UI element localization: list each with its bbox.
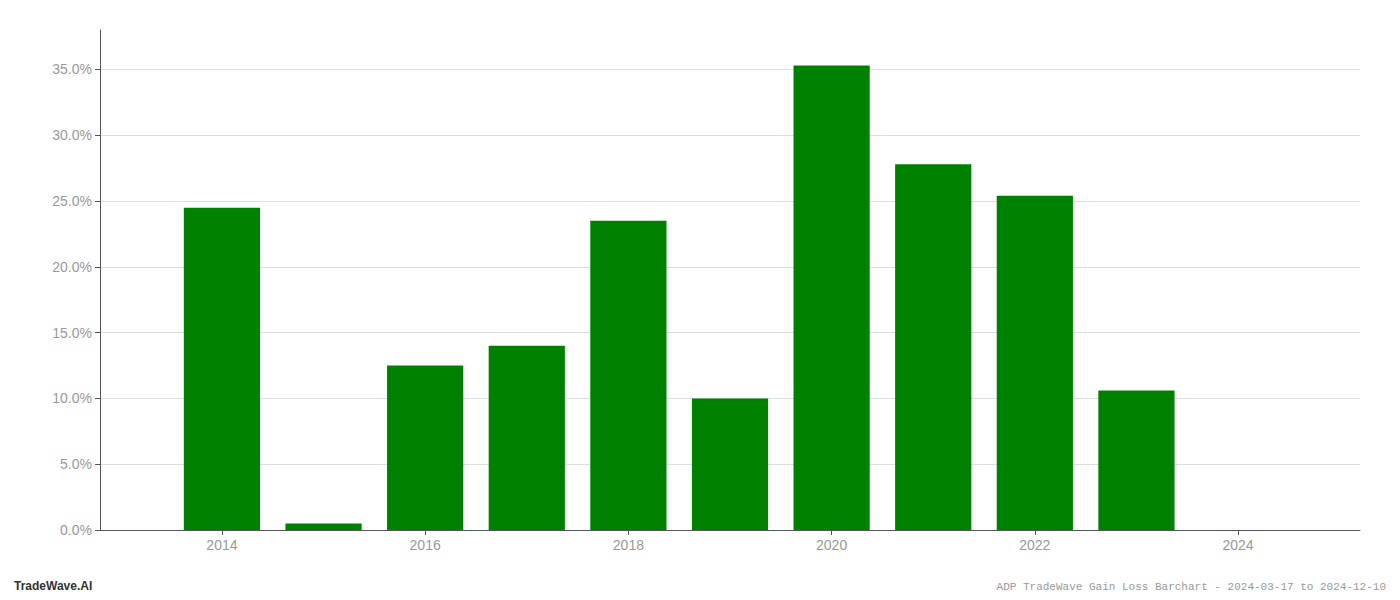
svg-text:2014: 2014 [206,537,237,553]
svg-text:2022: 2022 [1019,537,1050,553]
svg-text:2020: 2020 [816,537,847,553]
svg-text:30.0%: 30.0% [52,127,92,143]
svg-text:15.0%: 15.0% [52,325,92,341]
svg-text:2016: 2016 [410,537,441,553]
svg-text:ADP TradeWave Gain Loss Barcha: ADP TradeWave Gain Loss Barchart - 2024-… [997,581,1386,593]
svg-text:2024: 2024 [1222,537,1253,553]
svg-text:0.0%: 0.0% [60,522,92,538]
svg-text:2018: 2018 [613,537,644,553]
svg-text:20.0%: 20.0% [52,259,92,275]
svg-text:TradeWave.AI: TradeWave.AI [14,579,92,593]
svg-text:35.0%: 35.0% [52,61,92,77]
svg-text:5.0%: 5.0% [60,456,92,472]
svg-text:25.0%: 25.0% [52,193,92,209]
svg-text:10.0%: 10.0% [52,390,92,406]
